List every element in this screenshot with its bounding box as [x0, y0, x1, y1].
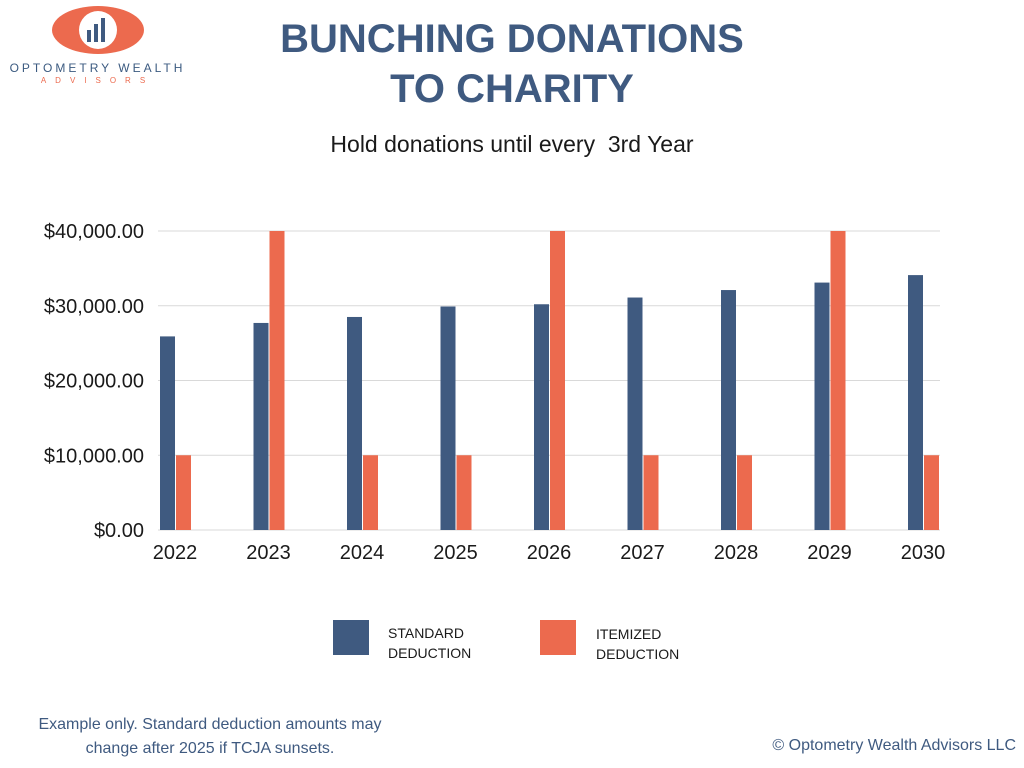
bar-itemized-deduction	[363, 455, 378, 530]
x-tick-label: 2027	[620, 542, 665, 564]
chart-subtitle: Hold donations until every 3rd Year	[330, 131, 694, 157]
x-tick-label: 2028	[714, 542, 759, 564]
x-tick-label: 2026	[527, 542, 572, 564]
legend-itemized-line-1: ITEMIZED	[596, 626, 662, 642]
x-tick-label: 2025	[433, 542, 478, 564]
logo: OPTOMETRY WEALTH ADVISORS	[0, 0, 200, 100]
bar-standard-deduction	[627, 297, 643, 530]
bar-standard-deduction	[347, 316, 362, 530]
logo-subtitle: ADVISORS	[40, 76, 155, 85]
x-tick-label: 2023	[246, 542, 291, 564]
x-tick-label: 2030	[901, 542, 946, 564]
x-tick-label: 2022	[153, 542, 198, 564]
legend-itemized-line-2: DEDUCTION	[596, 646, 680, 662]
bar-itemized-deduction	[924, 455, 939, 530]
bar-standard-deduction	[908, 275, 923, 530]
footnote: Example only. Standard deduction amounts…	[0, 713, 420, 761]
eye-logo-icon	[52, 6, 144, 54]
bar-standard-deduction	[534, 304, 549, 530]
y-tick-label: $20,000.00	[44, 371, 144, 393]
legend-label-itemized: ITEMIZED DEDUCTION	[596, 624, 716, 664]
footnote-line-1: Example only. Standard deduction amounts…	[38, 716, 382, 733]
copyright-text: © Optometry Wealth Advisors LLC	[772, 737, 1016, 754]
bar-standard-deduction	[160, 336, 175, 530]
legend-standard-line-2: DEDUCTION	[388, 645, 472, 661]
y-tick-label: $10,000.00	[44, 445, 144, 467]
bar-itemized-deduction	[643, 455, 659, 530]
bar-itemized-deduction	[176, 455, 191, 530]
y-tick-label: $0.00	[94, 520, 144, 542]
bar-itemized-deduction	[550, 231, 565, 530]
y-tick-label: $40,000.00	[44, 221, 144, 243]
bar-standard-deduction	[721, 290, 736, 530]
bar-itemized-deduction	[269, 231, 285, 530]
bar-itemized-deduction	[830, 231, 846, 530]
bar-itemized-deduction	[737, 455, 752, 530]
page-title: BUNCHING DONATIONS TO CHARITY	[212, 14, 812, 114]
legend-swatch-itemized	[540, 620, 576, 655]
title-line-1: BUNCHING DONATIONS	[280, 17, 744, 61]
bar-standard-deduction	[440, 306, 456, 530]
logo-name: OPTOMETRY WEALTH	[9, 61, 186, 75]
title-line-2: TO CHARITY	[390, 67, 634, 111]
x-tick-label: 2024	[340, 542, 385, 564]
bar-standard-deduction	[253, 322, 269, 530]
legend-swatch-standard	[333, 620, 369, 655]
bar-standard-deduction	[814, 282, 830, 530]
y-tick-label: $30,000.00	[44, 296, 144, 318]
legend-standard-line-1: STANDARD	[388, 625, 464, 641]
bar-itemized-deduction	[456, 455, 472, 530]
x-tick-label: 2029	[807, 542, 852, 564]
footnote-line-2: change after 2025 if TCJA sunsets.	[85, 740, 335, 757]
legend-label-standard: STANDARD DEDUCTION	[388, 623, 508, 663]
bar-chart: $0.00 $10,000.00 $20,000.00 $30,000.00 $40,0…	[44, 221, 946, 564]
